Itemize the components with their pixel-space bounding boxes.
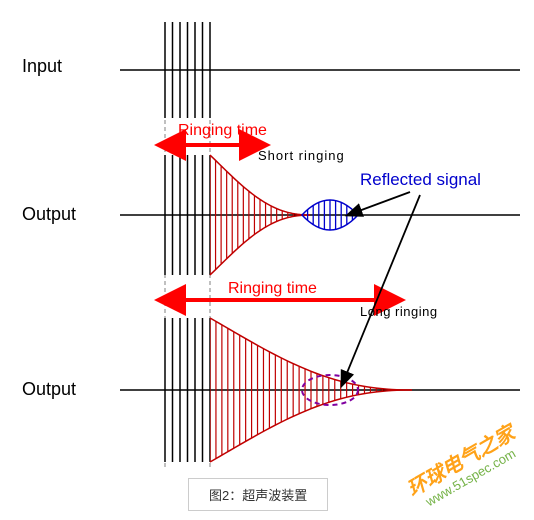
figure-caption: 图2：超声波装置 <box>188 478 328 511</box>
input-label: Input <box>22 56 62 77</box>
ringing-time-2-label: Ringing time <box>228 280 317 298</box>
output1-label: Output <box>22 204 76 225</box>
long-ringing-label: Long ringing <box>360 304 438 319</box>
diagram-container: Input Output Output Ringing time Short r… <box>0 0 534 520</box>
short-ringing-label: Short ringing <box>258 148 345 163</box>
diagram-svg <box>0 0 534 520</box>
output2-label: Output <box>22 379 76 400</box>
reflected-signal-label: Reflected signal <box>360 170 481 190</box>
ringing-time-1-label: Ringing time <box>178 122 267 140</box>
